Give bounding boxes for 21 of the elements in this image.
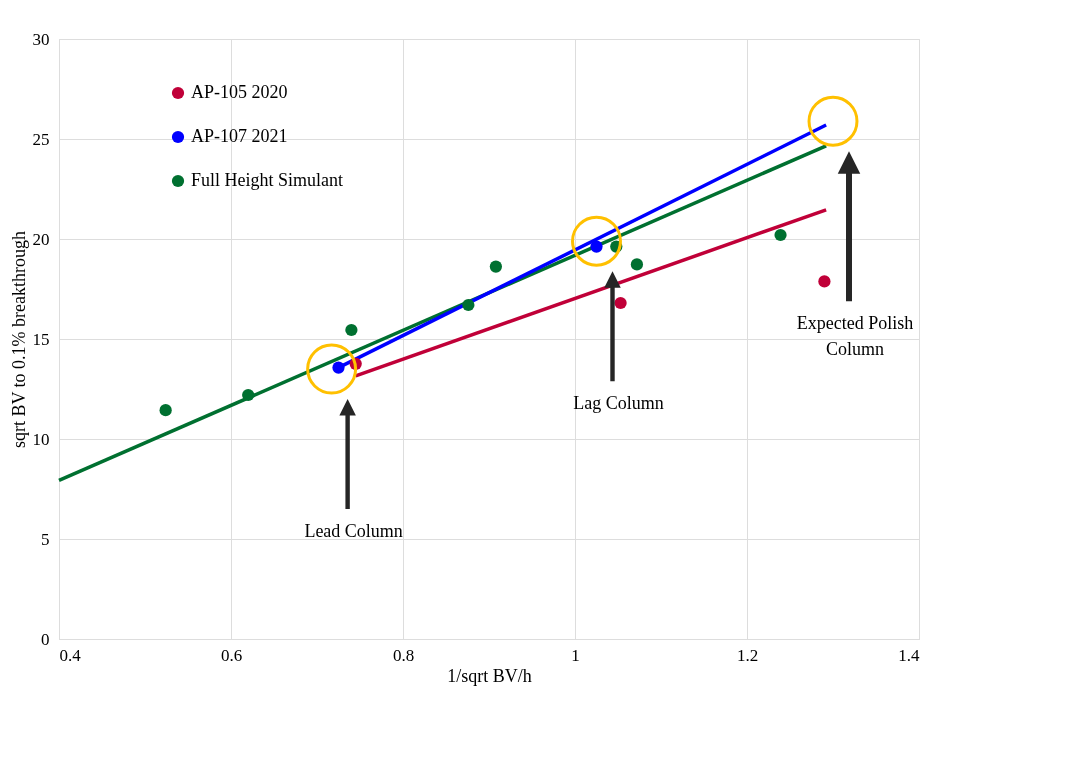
annotation: Lead Column	[304, 521, 403, 541]
y-tick-label: 15	[32, 329, 50, 349]
legend-label: AP-105 2020	[191, 82, 288, 102]
y-tick-label: 10	[32, 429, 50, 449]
x-tick-label: 1.2	[736, 645, 759, 665]
y-axis-title: sqrt BV to 0.1% breakthrough	[8, 230, 29, 449]
x-axis-title: 1/sqrt BV/h	[447, 665, 532, 686]
annotation: Lag Column	[573, 393, 664, 414]
x-tick-label: 0.6	[220, 645, 243, 665]
x-tick-label: 1.4	[898, 645, 920, 665]
x-tick-label: 1	[571, 645, 580, 665]
y-tick-label: 20	[32, 229, 50, 249]
y-tick-label: 30	[32, 29, 50, 49]
y-tick-label: 5	[41, 529, 50, 549]
y-tick-label: 25	[32, 129, 50, 149]
legend-label: Full Height Simulant	[191, 170, 344, 190]
legend-label: AP-107 2021	[191, 126, 288, 146]
y-tick-label: 0	[41, 629, 50, 649]
annotation: Expected Polish Column	[796, 313, 914, 360]
x-tick-label: 0.4	[59, 645, 82, 665]
x-tick-label: 0.8	[392, 645, 415, 665]
